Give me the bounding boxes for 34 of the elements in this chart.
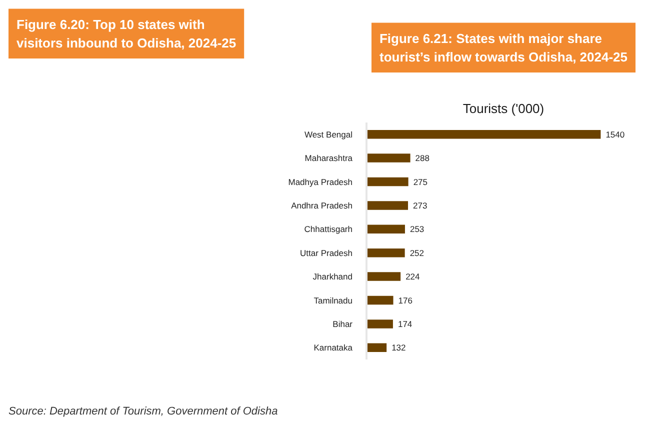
y-tick-label: Chhattisgarh <box>304 224 353 234</box>
data-label: 132 <box>392 342 406 353</box>
data-label: 176 <box>398 295 413 306</box>
chart-subtitle: Tourists ('000) <box>462 101 544 116</box>
bar <box>366 201 408 210</box>
data-label: 253 <box>410 224 424 234</box>
text: Figure 6.20: Top 10 states with visitors inbound to Odisha, 2024-25 <box>16 16 236 50</box>
data-label: 224 <box>406 272 420 282</box>
bar <box>366 343 387 352</box>
y-tick-label: Madhya Pradesh <box>288 176 353 187</box>
y-tick-label: Uttar Pradesh <box>300 248 353 258</box>
y-tick-label: Jharkhand <box>312 272 353 282</box>
bar <box>366 224 405 234</box>
bar <box>366 130 601 139</box>
bar <box>366 154 410 162</box>
data-label: 174 <box>398 318 412 329</box>
source-note: Source: Department of Tourism, Government of Odisha <box>8 406 278 418</box>
bar <box>366 177 408 186</box>
data-label: 273 <box>413 200 428 210</box>
bar <box>366 248 405 258</box>
y-tick-label: Andhra Pradesh <box>291 200 353 210</box>
data-label: 288 <box>415 153 430 164</box>
bar <box>366 320 393 328</box>
bar <box>366 296 394 305</box>
data-label: 1540 <box>606 129 625 140</box>
chart-title: Figure 6.21: States with major share tourist’s inflow towards Odisha, 2024-25 <box>379 30 628 64</box>
y-tick-label: Karnataka <box>314 342 353 353</box>
y-tick-label: Maharashtra <box>304 153 353 164</box>
bar <box>366 272 401 281</box>
data-label: 252 <box>410 248 424 258</box>
y-tick-label: Tamilnadu <box>314 295 353 306</box>
y-tick-label: Bihar <box>332 318 353 329</box>
data-label: 275 <box>413 176 428 187</box>
y-tick-label: West Bengal <box>304 129 353 140</box>
